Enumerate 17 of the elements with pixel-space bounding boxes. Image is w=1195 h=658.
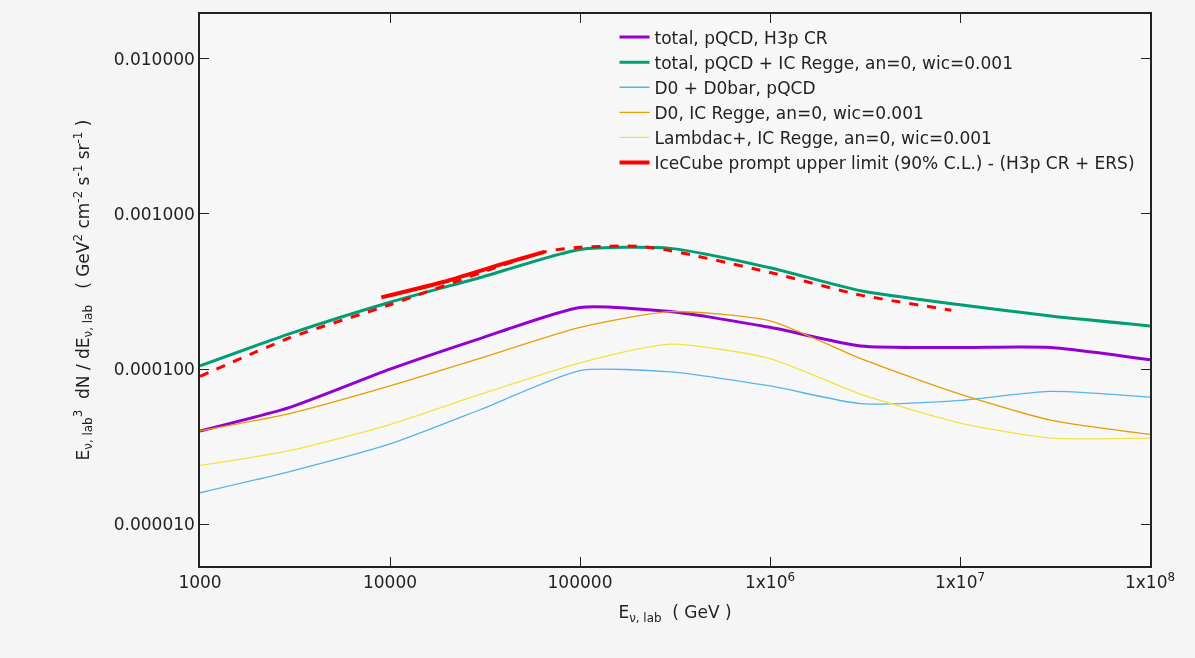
y-tick-label: 0.000010 — [113, 514, 195, 535]
legend-label: total, pQCD, H3p CR — [654, 27, 828, 48]
y-tick-label: 0.010000 — [113, 48, 195, 69]
legend-label: Lambdac+, IC Regge, an=0, wic=0.001 — [654, 128, 992, 149]
legend-label: total, pQCD + IC Regge, an=0, wic=0.001 — [654, 52, 1013, 73]
y-tick-label: 0.000100 — [113, 359, 195, 380]
legend-label: D0, IC Regge, an=0, wic=0.001 — [654, 103, 924, 123]
legend-label: IceCube prompt upper limit (90% C.L.) - (H3p CR + ERS) — [654, 153, 1135, 174]
x-tick-label: 10000 — [362, 572, 418, 593]
x-tick-label: 1x10$^{6}$ — [744, 570, 796, 593]
x-axis-title: E$_{ν, lab}$ ( GeV ) — [618, 602, 732, 625]
y-tick-label: 0.001000 — [113, 203, 195, 224]
x-tick-label: 100000 — [547, 572, 613, 593]
x-tick-label: 1x10$^{7}$ — [934, 570, 986, 593]
legend-label: D0 + D0bar, pQCD — [654, 77, 816, 98]
x-tick-label: 1x10$^{8}$ — [1124, 570, 1176, 593]
x-tick-label: 1000 — [178, 572, 222, 593]
